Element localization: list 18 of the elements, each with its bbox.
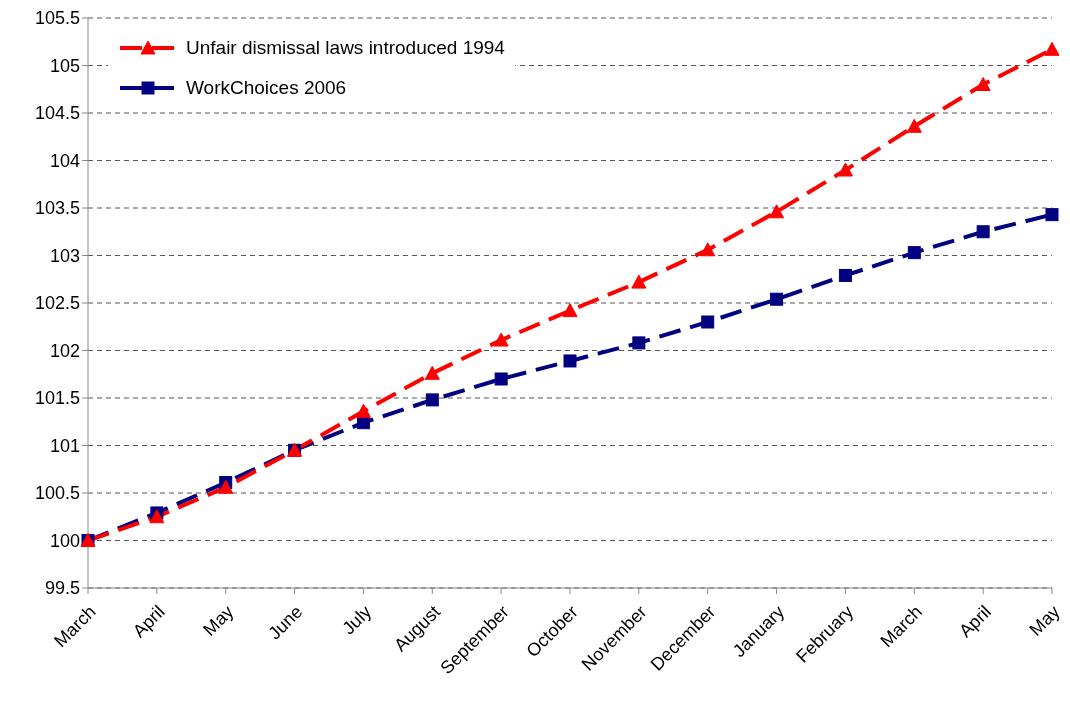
y-tick-label: 105: [49, 55, 80, 76]
y-tick-label: 104: [49, 150, 80, 171]
y-tick-label: 102: [49, 340, 80, 361]
y-tick-label: 101.5: [34, 388, 80, 409]
y-tick-label: 105.5: [34, 8, 80, 29]
y-tick-label: 101: [49, 435, 80, 456]
legend-label: WorkChoices 2006: [186, 76, 347, 100]
x-tick-label: May: [199, 601, 238, 640]
y-tick-label: 104.5: [34, 103, 80, 124]
y-tick-label: 103.5: [34, 198, 80, 219]
y-tick-label: 100.5: [34, 483, 80, 504]
x-tick-label: May: [1025, 601, 1064, 640]
y-tick-label: 102.5: [34, 293, 80, 314]
legend-label: Unfair dismissal laws introduced 1994: [186, 36, 505, 60]
y-tick-label: 100: [49, 530, 80, 551]
x-tick-label: July: [338, 601, 376, 639]
y-tick-label: 103: [49, 245, 80, 266]
y-tick-label: 99.5: [44, 578, 80, 599]
